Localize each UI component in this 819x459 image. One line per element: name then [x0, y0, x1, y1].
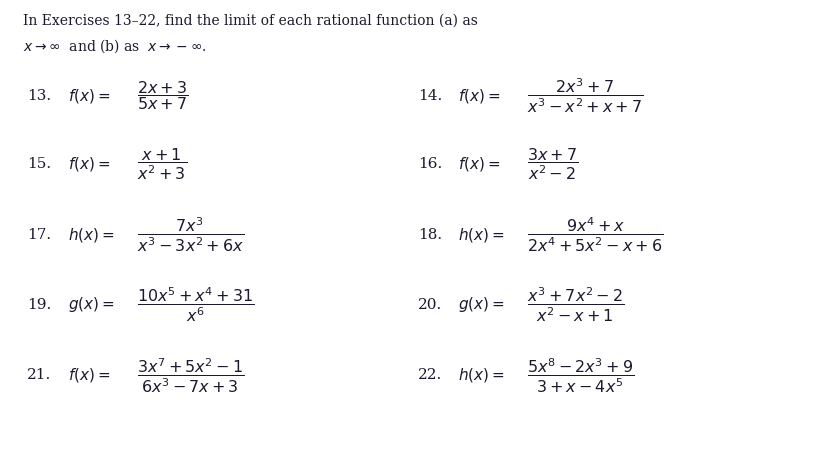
Text: In Exercises 13–22, find the limit of each rational function (a) as: In Exercises 13–22, find the limit of ea…: [23, 14, 478, 28]
Text: $\dfrac{7x^3}{x^3 - 3x^2 + 6x}$: $\dfrac{7x^3}{x^3 - 3x^2 + 6x}$: [137, 215, 244, 253]
Text: $f(x) = $: $f(x) = $: [68, 366, 111, 384]
Text: $h(x) = $: $h(x) = $: [68, 225, 115, 243]
Text: $x \rightarrow \infty$  and (b) as  $x \rightarrow -\infty$.: $x \rightarrow \infty$ and (b) as $x \ri…: [23, 37, 206, 55]
Text: $\dfrac{3x^7 + 5x^2 - 1}{6x^3 - 7x + 3}$: $\dfrac{3x^7 + 5x^2 - 1}{6x^3 - 7x + 3}$: [137, 355, 244, 394]
Text: $\dfrac{x + 1}{x^2 + 3}$: $\dfrac{x + 1}{x^2 + 3}$: [137, 146, 187, 182]
Text: 17.: 17.: [27, 227, 52, 241]
Text: $g(x) = $: $g(x) = $: [68, 295, 115, 314]
Text: 18.: 18.: [418, 227, 441, 241]
Text: 16.: 16.: [418, 157, 442, 171]
Text: 21.: 21.: [27, 368, 52, 381]
Text: $\dfrac{2x + 3}{5x + 7}$: $\dfrac{2x + 3}{5x + 7}$: [137, 79, 188, 112]
Text: $f(x) = $: $f(x) = $: [68, 87, 111, 105]
Text: $\dfrac{5x^8 - 2x^3 + 9}{3 + x - 4x^5}$: $\dfrac{5x^8 - 2x^3 + 9}{3 + x - 4x^5}$: [527, 355, 635, 394]
Text: $\dfrac{x^3 + 7x^2 - 2}{x^2 - x + 1}$: $\dfrac{x^3 + 7x^2 - 2}{x^2 - x + 1}$: [527, 285, 625, 324]
Text: $\dfrac{9x^4 + x}{2x^4 + 5x^2 - x + 6}$: $\dfrac{9x^4 + x}{2x^4 + 5x^2 - x + 6}$: [527, 215, 664, 253]
Text: 22.: 22.: [418, 368, 442, 381]
Text: $h(x) = $: $h(x) = $: [459, 225, 505, 243]
Text: 15.: 15.: [27, 157, 52, 171]
Text: $\dfrac{10x^5 + x^4 + 31}{x^6}$: $\dfrac{10x^5 + x^4 + 31}{x^6}$: [137, 285, 255, 324]
Text: $h(x) = $: $h(x) = $: [459, 366, 505, 384]
Text: 14.: 14.: [418, 89, 442, 103]
Text: $\dfrac{2x^3 + 7}{x^3 - x^2 + x + 7}$: $\dfrac{2x^3 + 7}{x^3 - x^2 + x + 7}$: [527, 77, 644, 115]
Text: $f(x) = $: $f(x) = $: [459, 87, 500, 105]
Text: 19.: 19.: [27, 297, 52, 311]
Text: 13.: 13.: [27, 89, 52, 103]
Text: $g(x) = $: $g(x) = $: [459, 295, 505, 314]
Text: $f(x) = $: $f(x) = $: [68, 155, 111, 173]
Text: $\dfrac{3x + 7}{x^2 - 2}$: $\dfrac{3x + 7}{x^2 - 2}$: [527, 146, 579, 182]
Text: 20.: 20.: [418, 297, 442, 311]
Text: $f(x) = $: $f(x) = $: [459, 155, 500, 173]
